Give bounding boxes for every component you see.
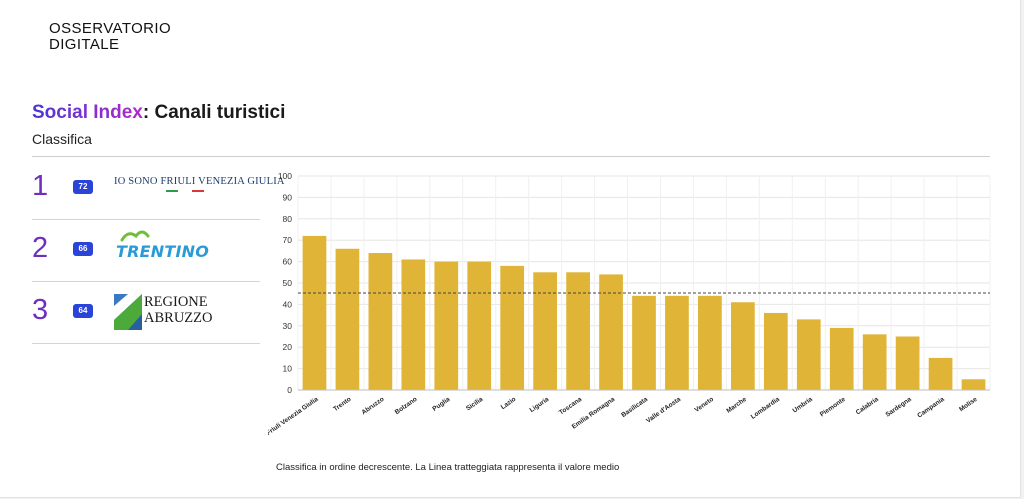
x-tick-label: Sardegna [884,396,913,419]
bar [401,259,426,390]
bar [500,265,525,390]
bar [434,261,459,390]
score-badge: 64 [73,304,93,318]
bar [862,334,887,390]
bar [368,253,393,390]
bar [730,302,755,390]
y-tick-label: 40 [283,299,293,309]
abruzzo-logo-text: REGIONE ABRUZZO [144,294,213,326]
title-highlight: Social Index [32,102,143,123]
bar [895,336,920,390]
observatory-logo: OSSERVATORIO DIGITALE [49,21,171,53]
x-tick-label: Campania [916,396,946,420]
row-divider [32,343,260,344]
fvg-logo: IO SONO FRIULI VENEZIA GIULIA [114,166,284,210]
y-tick-label: 20 [283,342,293,352]
x-tick-label: Friuli Venezia Giulia [268,396,320,437]
flag-green-stripe [166,190,178,192]
row-divider [32,219,260,220]
bar [335,248,360,390]
y-tick-label: 50 [283,278,293,288]
bar [566,272,590,390]
y-tick-label: 90 [283,192,293,202]
title-rest: : Canali turistici [142,102,286,123]
logo-line-2: DIGITALE [49,36,120,53]
bar-chart: 0 10 20 30 40 50 60 70 80 90 100 Friuli Venezia Giu… [268,168,1002,450]
abruzzo-logo: REGIONE ABRUZZO [114,290,260,334]
bar [928,357,953,390]
y-tick-label: 80 [283,214,293,224]
y-tick-label: 60 [283,257,293,267]
x-tick-label: Bolzano [394,396,419,416]
bar [796,319,821,390]
chart-svg: 0 10 20 30 40 50 60 70 80 90 100 Friuli Venezia Giu… [268,171,991,437]
ranking-row: 1 72 IO SONO FRIULI VENEZIA GIULIA [32,158,284,220]
x-tick-label: Lazio [500,396,518,411]
y-tick-label: 30 [283,321,293,331]
fvg-logo-text: IO SONO FRIULI VENEZIA GIULIA [114,176,285,187]
y-tick-label: 0 [287,385,292,395]
x-tick-label: Piemonte [819,396,847,419]
chart-footnote: Classifica in ordine decrescente. La Lin… [276,462,620,473]
ranking-row: 2 66 TRENTINO [32,220,260,282]
y-tick-label: 70 [283,235,293,245]
x-tick-label: Sicilia [465,396,485,413]
bar [632,295,656,390]
x-tick-label: Trento [332,396,352,413]
bar [698,295,722,390]
bar [467,261,492,390]
score-badge: 72 [73,180,93,194]
trentino-logo: TRENTINO [114,228,260,272]
bar [829,327,854,390]
bar [599,274,623,390]
x-tick-label: Calabria [855,396,880,417]
y-tick-label: 100 [278,171,292,181]
x-tick-label: Puglia [431,396,451,413]
score-badge: 66 [73,242,93,256]
flag-red-stripe [192,190,204,192]
x-tick-label: Umbria [792,396,815,415]
bar [533,272,558,390]
bar [961,379,986,390]
x-tick-label: Basilicata [620,396,649,419]
y-tick-label: 10 [283,364,293,374]
x-tick-label: Veneto [694,396,715,414]
bar [665,295,689,390]
x-tick-label: Valle d'Aosta [645,396,682,425]
abruzzo-emblem-icon [114,294,142,330]
bar [763,312,788,390]
ranking-row: 3 64 REGIONE ABRUZZO [32,282,260,344]
page-subtitle: Classifica [32,131,92,147]
trentino-mark-icon [120,230,150,242]
x-tick-label: Toscana [558,396,584,417]
page-title: Social Index: Canali turistici [32,102,285,124]
logo-line-1: OSSERVATORIO [49,20,172,37]
header-divider [32,156,990,157]
rank-number: 2 [32,232,49,264]
x-tick-label: Liguria [529,396,551,414]
x-tick-label: Lombardia [750,396,782,421]
x-tick-label: Molise [958,396,979,414]
row-divider [32,281,260,282]
bar [302,235,327,390]
x-tick-label: Abruzzo [361,396,386,416]
trentino-logo-text: TRENTINO [116,242,210,261]
x-tick-label: Marche [725,396,748,415]
rank-number: 1 [32,170,49,202]
rank-number: 3 [32,294,49,326]
